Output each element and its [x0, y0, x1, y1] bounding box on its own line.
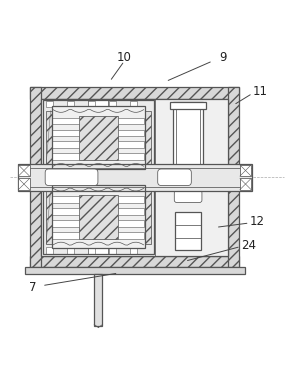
- Bar: [79, 116, 118, 160]
- Text: 10: 10: [117, 51, 132, 65]
- FancyBboxPatch shape: [158, 169, 191, 185]
- Bar: [43, 179, 154, 255]
- Bar: [52, 196, 79, 203]
- Bar: [67, 179, 74, 186]
- Bar: [52, 129, 79, 136]
- Bar: [240, 165, 251, 176]
- Bar: [175, 212, 201, 250]
- Text: 9: 9: [219, 51, 227, 65]
- Bar: [130, 247, 137, 254]
- Bar: [52, 106, 145, 169]
- Bar: [52, 118, 79, 124]
- Bar: [89, 179, 108, 255]
- Bar: [109, 247, 116, 254]
- Bar: [130, 169, 137, 175]
- Bar: [30, 88, 239, 99]
- Bar: [46, 169, 53, 175]
- Bar: [130, 179, 137, 186]
- Bar: [170, 101, 206, 109]
- Bar: [118, 232, 144, 238]
- Bar: [88, 247, 95, 254]
- Text: 11: 11: [252, 85, 268, 98]
- Bar: [118, 141, 144, 148]
- Bar: [109, 179, 116, 186]
- Bar: [18, 164, 252, 190]
- Bar: [109, 169, 116, 175]
- Bar: [43, 179, 154, 255]
- Bar: [88, 169, 95, 175]
- Bar: [67, 101, 74, 108]
- Bar: [18, 179, 30, 190]
- Bar: [30, 256, 239, 267]
- Bar: [118, 208, 144, 215]
- Bar: [46, 179, 53, 186]
- Bar: [43, 100, 154, 176]
- Text: 24: 24: [241, 238, 256, 252]
- Bar: [118, 196, 144, 203]
- Bar: [67, 169, 74, 175]
- Bar: [30, 88, 41, 267]
- Bar: [41, 99, 228, 256]
- Bar: [118, 118, 144, 124]
- Text: 12: 12: [250, 215, 265, 228]
- Bar: [88, 179, 95, 186]
- Bar: [89, 100, 108, 176]
- Bar: [109, 101, 116, 108]
- Bar: [46, 101, 53, 108]
- Bar: [52, 153, 79, 160]
- Bar: [46, 111, 151, 165]
- Bar: [118, 129, 144, 136]
- Bar: [79, 195, 118, 238]
- Bar: [52, 141, 79, 148]
- Bar: [46, 189, 151, 244]
- Bar: [173, 101, 203, 171]
- Text: 7: 7: [29, 281, 37, 294]
- FancyBboxPatch shape: [45, 169, 98, 185]
- Bar: [94, 274, 102, 326]
- Bar: [25, 267, 244, 274]
- Bar: [118, 153, 144, 160]
- Bar: [52, 185, 145, 248]
- Bar: [118, 220, 144, 227]
- Bar: [46, 247, 53, 254]
- FancyBboxPatch shape: [174, 190, 202, 202]
- Bar: [52, 232, 79, 238]
- Bar: [43, 100, 154, 176]
- Bar: [88, 101, 95, 108]
- Bar: [67, 247, 74, 254]
- Bar: [240, 179, 251, 190]
- Bar: [52, 106, 145, 169]
- Bar: [130, 101, 137, 108]
- Bar: [18, 165, 30, 176]
- Bar: [52, 185, 145, 248]
- Bar: [52, 208, 79, 215]
- Bar: [52, 220, 79, 227]
- Bar: [228, 88, 239, 267]
